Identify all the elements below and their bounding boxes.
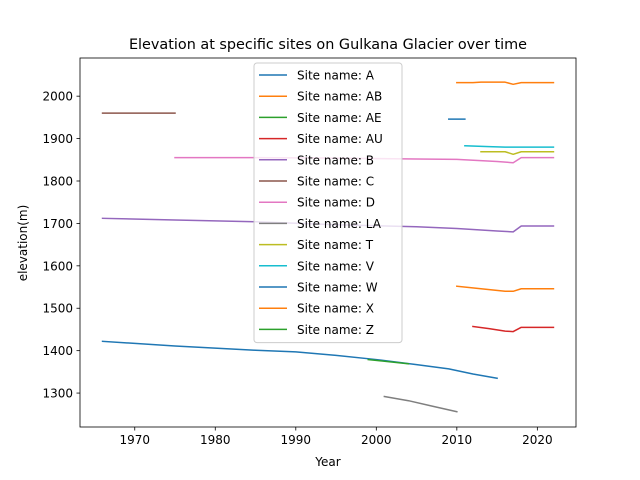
y-tick-label: 1600 (42, 259, 73, 273)
y-tick-label: 1700 (42, 217, 73, 231)
y-axis: 1300 1400 1500 1600 1700 1800 1900 2000 (42, 90, 80, 401)
x-axis: 1970 1980 1990 2000 2010 2020 (119, 427, 553, 447)
y-tick-label: 1300 (42, 387, 73, 401)
legend-label: Site name: AE (297, 111, 382, 125)
legend-label: Site name: W (297, 281, 378, 295)
legend-label: Site name: D (297, 196, 375, 210)
series-line-0 (101, 340, 498, 380)
legend-label: Site name: AU (297, 132, 383, 146)
legend-label: Site name: B (297, 153, 374, 167)
x-tick-label: 1980 (200, 433, 231, 447)
legend-box (253, 62, 403, 344)
y-tick-label: 1900 (42, 132, 73, 146)
legend-label: Site name: V (297, 259, 375, 273)
y-tick-label: 1400 (42, 344, 73, 358)
legend-label: Site name: AB (297, 90, 382, 104)
x-axis-label: Year (314, 455, 340, 469)
plot-frame (79, 57, 577, 428)
legend-label: Site name: A (297, 69, 375, 83)
y-axis-label: elevation(m) (16, 205, 30, 282)
series-line-8 (480, 150, 555, 156)
series-line-11 (456, 285, 555, 293)
y-tick-label: 1500 (42, 302, 73, 316)
series-line-9 (464, 145, 555, 148)
x-tick-label: 1970 (119, 433, 150, 447)
x-tick-label: 2000 (361, 433, 392, 447)
legend-label: Site name: X (297, 302, 374, 316)
legend-label: Site name: C (297, 175, 374, 189)
legend-label: Site name: T (297, 238, 374, 252)
legend: Site name: A Site name: AB Site name: AE Si… (253, 62, 403, 344)
chart-title: Elevation at specific sites on Gulkana G… (129, 37, 527, 53)
legend-label: Site name: LA (297, 217, 382, 231)
x-tick-label: 2010 (442, 433, 473, 447)
y-tick-label: 1800 (42, 175, 73, 189)
series-line-3 (472, 325, 555, 333)
y-tick-label: 2000 (42, 90, 73, 104)
series-line-4 (101, 217, 555, 233)
series-line-1 (456, 81, 555, 86)
plot-lines (101, 81, 555, 413)
legend-label: Site name: Z (297, 323, 374, 337)
x-tick-label: 1990 (281, 433, 312, 447)
series-line-2 (367, 358, 410, 365)
x-tick-label: 2020 (522, 433, 553, 447)
series-line-7 (383, 395, 458, 413)
